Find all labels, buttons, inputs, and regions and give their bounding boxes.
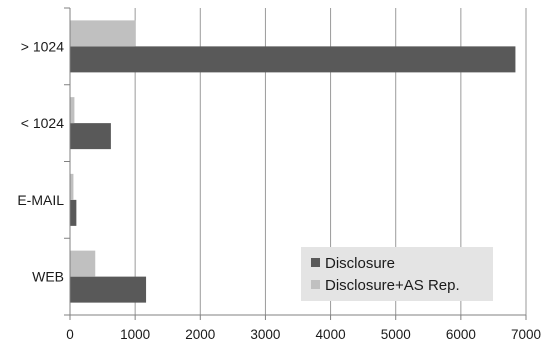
legend: Disclosure Disclosure+AS Rep.: [301, 247, 493, 301]
bar-disclosure-as-rep-2: [70, 173, 74, 200]
bar-disclosure-as-rep-0: [70, 20, 136, 47]
axes: [64, 7, 527, 320]
legend-swatch-disclosure: [311, 258, 320, 267]
x-tick-labels: 0 1000 2000 3000 4000 5000 6000 7000: [66, 327, 541, 342]
x-tick-label: 6000: [446, 327, 476, 342]
bar-disclosure-2: [70, 199, 77, 226]
x-tick-label: 5000: [381, 327, 411, 342]
x-tick-label: 7000: [511, 327, 541, 342]
category-labels: > 1024 < 1024 E-MAIL WEB: [17, 38, 64, 284]
x-tick-label: 3000: [250, 327, 280, 342]
legend-label-disclosure-as-rep: Disclosure+AS Rep.: [325, 277, 460, 294]
legend-label-disclosure: Disclosure: [325, 255, 395, 272]
bar-disclosure-as-rep-3: [70, 250, 96, 277]
x-tick-label: 4000: [316, 327, 346, 342]
category-label: < 1024: [21, 115, 64, 131]
category-label: E-MAIL: [17, 192, 64, 208]
bar-disclosure-0: [70, 46, 516, 73]
category-label: WEB: [32, 269, 64, 285]
x-tick-label: 2000: [185, 327, 215, 342]
legend-box: [301, 247, 493, 301]
category-label: > 1024: [21, 38, 64, 54]
bar-disclosure-as-rep-1: [70, 97, 75, 124]
x-tick-label: 1000: [120, 327, 150, 342]
bar-disclosure-3: [70, 276, 147, 303]
bar-disclosure-1: [70, 123, 111, 150]
x-tick-label: 0: [66, 327, 74, 342]
bars: [70, 20, 516, 303]
legend-swatch-disclosure-as-rep: [311, 280, 320, 289]
